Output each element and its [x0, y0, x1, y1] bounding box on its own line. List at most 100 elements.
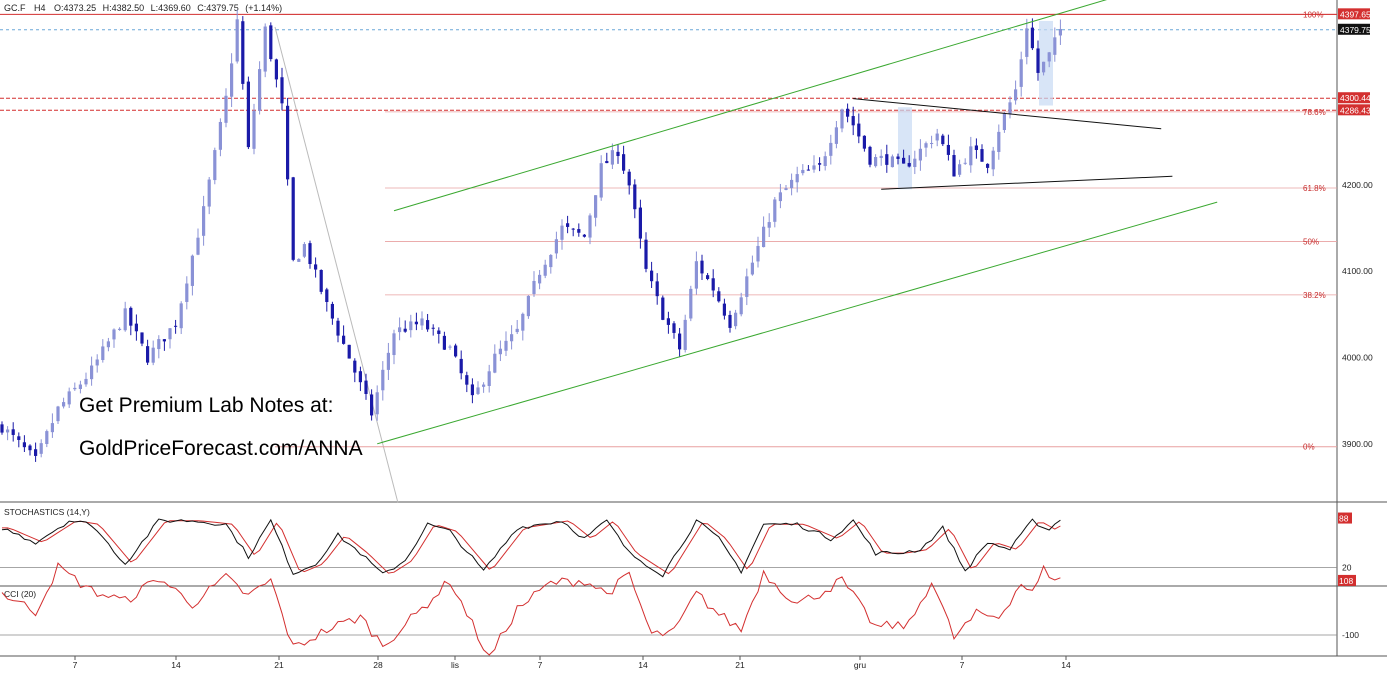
- candle-body: [398, 327, 402, 333]
- candle-body: [286, 105, 290, 180]
- panel-frames: [0, 0, 1387, 657]
- cci-value-box: [1338, 574, 1356, 586]
- candle-body: [95, 359, 99, 366]
- candle-body: [84, 378, 88, 385]
- price-tick-label: 4000.00: [1342, 353, 1373, 363]
- stoch-value-label: 88: [1339, 514, 1349, 524]
- candle-body: [73, 387, 77, 390]
- time-tick-label: 14: [171, 660, 181, 670]
- candle-body: [140, 332, 144, 344]
- candle-body: [566, 223, 570, 227]
- candle-body: [465, 375, 469, 385]
- candle-body: [50, 423, 54, 433]
- candle-body: [582, 234, 586, 237]
- candle-body: [622, 154, 626, 171]
- fib-label: 50%: [1303, 237, 1319, 246]
- candle-body: [571, 228, 575, 230]
- candle-body: [616, 151, 620, 157]
- fib-diagonal: [274, 26, 399, 504]
- candle-body: [890, 156, 894, 168]
- price-label: 4300.44: [1340, 93, 1371, 103]
- candle-body: [179, 303, 183, 329]
- candle-body: [532, 280, 536, 294]
- low-value: L:4369.60: [151, 3, 191, 13]
- candle-body: [420, 318, 424, 326]
- cci-title: CCI (20): [4, 589, 36, 599]
- stoch-k-line: [1, 518, 1061, 578]
- candle-body: [11, 429, 15, 435]
- candle-body: [431, 327, 435, 329]
- candle-body: [806, 169, 810, 171]
- candle-body: [683, 319, 687, 350]
- candle-body: [258, 69, 262, 111]
- time-tick-label: lis: [451, 660, 459, 670]
- triangle-upper-line: [853, 98, 1162, 130]
- candle-body: [213, 150, 217, 181]
- fib-label: 61.8%: [1303, 184, 1326, 193]
- fib-label: 38.2%: [1303, 291, 1326, 300]
- time-tick-label: 21: [735, 660, 745, 670]
- candle-body: [134, 323, 138, 332]
- candle-body: [325, 289, 329, 303]
- candle-body: [90, 365, 94, 380]
- time-tick-label: 14: [638, 660, 648, 670]
- candle-body: [986, 163, 990, 168]
- candle-body: [482, 384, 486, 387]
- candle-body: [605, 161, 609, 164]
- candle-body: [106, 341, 110, 348]
- candle-body: [633, 184, 637, 210]
- candle-body: [655, 281, 659, 297]
- candle-body: [941, 135, 945, 145]
- candle-body: [969, 146, 973, 166]
- candle-body: [974, 145, 978, 150]
- candle-body: [314, 264, 318, 270]
- candle-body: [280, 77, 284, 104]
- candle-body: [386, 352, 390, 370]
- candle-body: [1008, 102, 1012, 115]
- change-value: (+1.14%): [245, 3, 282, 13]
- candle-body: [45, 431, 49, 445]
- fib-label: 0%: [1303, 443, 1315, 452]
- candle-body: [498, 348, 502, 355]
- candle-body: [930, 142, 934, 145]
- time-tick-label: 7: [960, 660, 965, 670]
- promo-line-2: GoldPriceForecast.com/ANNA: [79, 437, 363, 460]
- candle-body: [112, 329, 116, 340]
- stochastics-title: STOCHASTICS (14,Y): [4, 507, 90, 517]
- candle-body: [235, 19, 239, 62]
- fib-label: 78.6%: [1303, 108, 1326, 117]
- price-label: 4397.65: [1340, 9, 1371, 19]
- candle-body: [185, 283, 189, 302]
- candle-body: [700, 260, 704, 274]
- candle-body: [650, 270, 654, 282]
- candle-body: [1014, 89, 1018, 101]
- candle-body: [829, 142, 833, 156]
- candle-body: [470, 384, 474, 396]
- candle-body: [319, 269, 323, 292]
- price-label-box: [1338, 23, 1370, 35]
- candle-body: [39, 443, 43, 454]
- candle-body: [627, 171, 631, 186]
- candle-body: [375, 392, 379, 415]
- candle-body: [678, 333, 682, 350]
- candle-body: [157, 339, 161, 350]
- candle-body: [493, 353, 497, 373]
- candle-body: [1036, 48, 1040, 73]
- candle-body: [885, 154, 889, 165]
- candle-body: [207, 179, 211, 207]
- candle-body: [924, 143, 928, 148]
- candle-body: [274, 59, 278, 80]
- ohlc-header: GC.F H4 O:4373.25 H:4382.50 L:4369.60 C:…: [4, 3, 282, 13]
- candle-body: [241, 21, 245, 84]
- candle-body: [896, 156, 900, 159]
- candle-body: [834, 127, 838, 144]
- candle-body: [515, 328, 519, 333]
- candle-body: [504, 340, 508, 351]
- candle-body: [958, 164, 962, 175]
- candle-body: [946, 144, 950, 155]
- candle-body: [347, 344, 351, 359]
- time-tick-label: 7: [538, 660, 543, 670]
- candle-body: [588, 215, 592, 238]
